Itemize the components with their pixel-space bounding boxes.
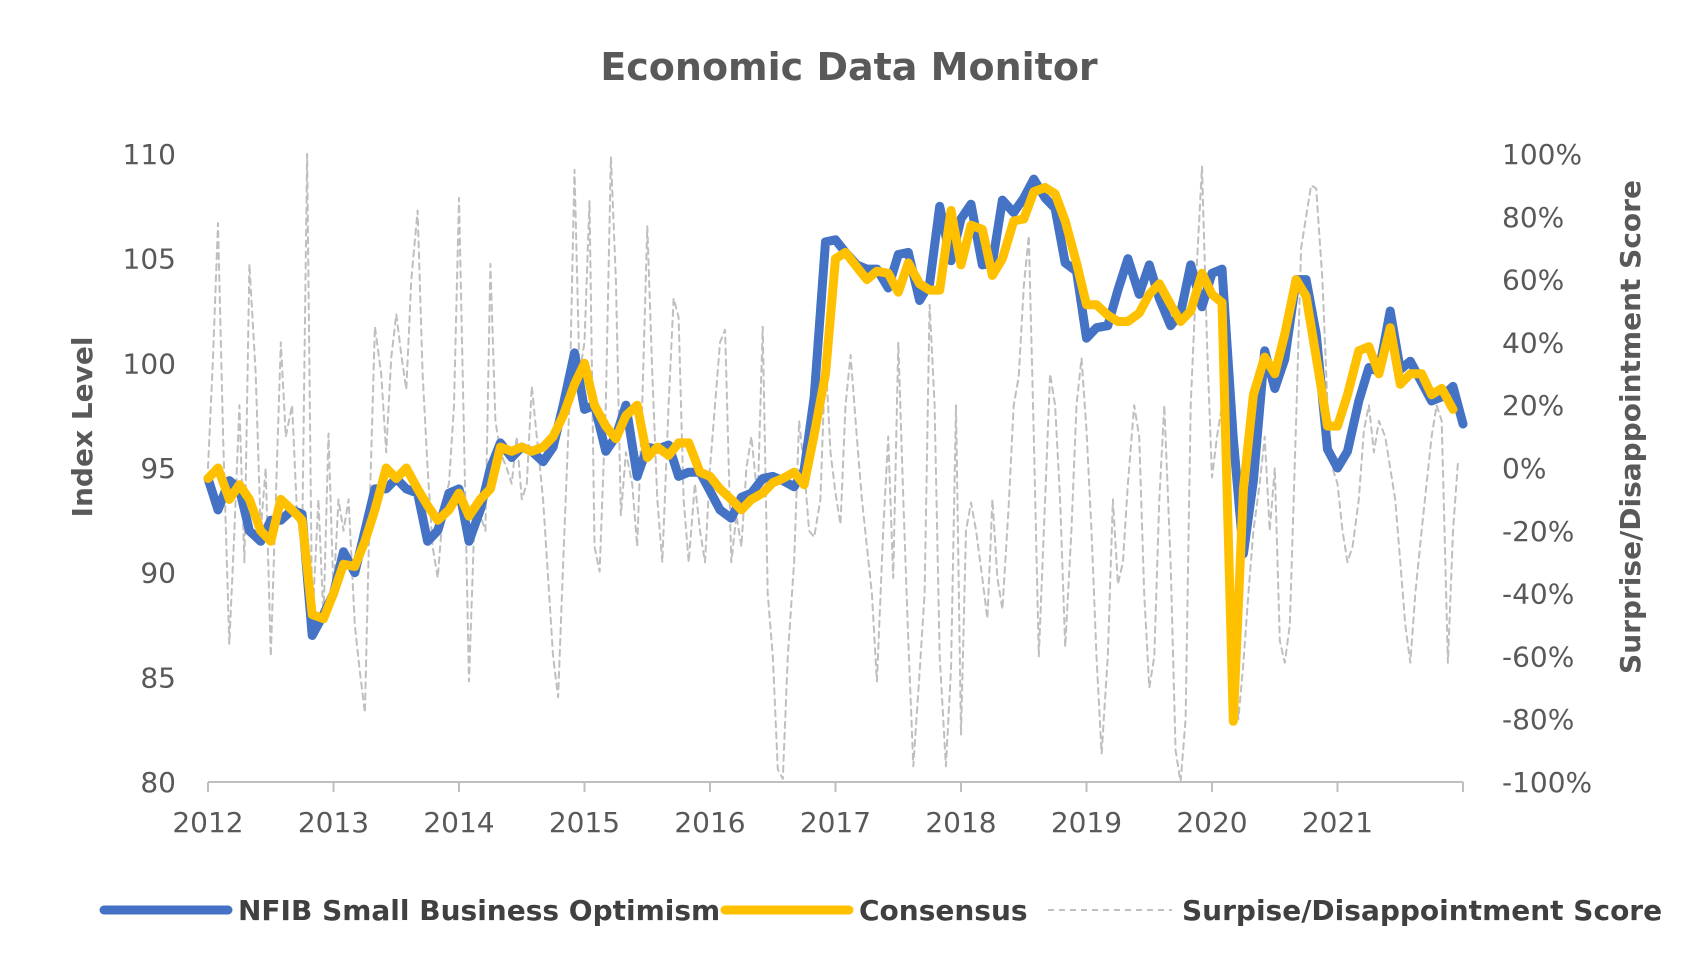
x-tick-label: 2021: [1302, 806, 1373, 839]
right-tick-label: -20%: [1502, 515, 1574, 548]
series-line-1: [203, 183, 1458, 726]
right-tick-label: -80%: [1502, 703, 1574, 736]
x-tick-label: 2015: [549, 806, 620, 839]
left-tick-label: 80: [140, 766, 176, 799]
x-tick-label: 2012: [172, 806, 243, 839]
right-tick-label: 0%: [1502, 452, 1546, 485]
legend-label-nfib: NFIB Small Business Optimism: [238, 894, 720, 927]
chart-title: Economic Data Monitor: [600, 45, 1098, 89]
legend-label-surprise: Surpise/Disappointment Score: [1182, 894, 1662, 927]
x-tick-label: 2019: [1051, 806, 1122, 839]
left-tick-label: 110: [123, 138, 176, 171]
left-tick-label: 95: [140, 452, 176, 485]
left-axis-title: Index Level: [66, 337, 99, 518]
x-tick-label: 2014: [423, 806, 494, 839]
right-tick-label: 60%: [1502, 264, 1564, 297]
legend: NFIB Small Business Optimism Consensus S…: [99, 894, 1662, 927]
right-tick-label: -40%: [1502, 578, 1574, 611]
x-tick-label: 2018: [925, 806, 996, 839]
legend-label-consensus: Consensus: [859, 894, 1028, 927]
right-axis-title: Surprise/Disappointment Score: [1614, 180, 1647, 674]
right-tick-label: 100%: [1502, 138, 1582, 171]
right-tick-label: 80%: [1502, 201, 1564, 234]
x-tick-label: 2013: [298, 806, 369, 839]
right-tick-label: -60%: [1502, 640, 1574, 673]
left-tick-label: 90: [140, 557, 176, 590]
x-axis-tick-labels: 2012 2013 2014 2015 2016 2017 2018 2019 2020 2021: [172, 806, 1373, 839]
left-tick-label: 100: [123, 347, 176, 380]
x-tick-label: 2016: [674, 806, 745, 839]
right-tick-label: 20%: [1502, 389, 1564, 422]
series-line-2: [207, 153, 1459, 783]
x-tick-label: 2020: [1176, 806, 1247, 839]
x-tick-label: 2017: [800, 806, 871, 839]
right-tick-label: 40%: [1502, 326, 1564, 359]
left-tick-label: 85: [140, 661, 176, 694]
series-line-0: [203, 174, 1468, 640]
left-axis-tick-labels: 80 85 90 95 100 105 110: [123, 138, 176, 799]
right-tick-label: -100%: [1502, 766, 1592, 799]
plot-area: [203, 153, 1468, 792]
right-axis-tick-labels: -100% -80% -60% -40% -20% 0% 20% 40% 60% 80% 100%: [1502, 138, 1592, 799]
left-tick-label: 105: [123, 243, 176, 276]
